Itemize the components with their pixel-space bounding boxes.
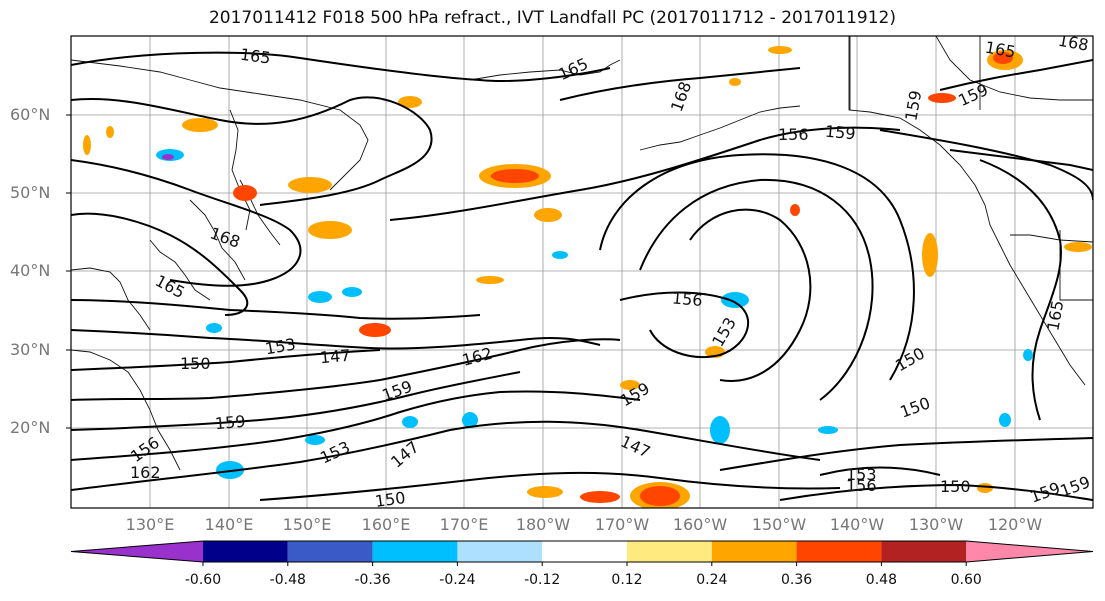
longitude-tick-label: 170°W [594,515,650,534]
colorbar-extend-max [966,541,1093,562]
colorbar-extend-min [71,541,203,562]
pc-shading [83,46,1092,508]
colorbar-tick-label: -0.24 [439,572,476,588]
latitude-tick-label: 50°N [10,183,51,202]
longitude-tick-label: 140°E [204,515,254,534]
contour-label: 168 [1057,31,1090,55]
contour-label: 156 [846,476,877,495]
colorbar-segment [372,541,458,562]
longitude-tick-label: 180°W [515,515,571,534]
figure-title: 2017011412 F018 500 hPa refract., IVT La… [208,8,896,28]
longitude-tick-label: 160°E [361,515,411,534]
longitude-tick-label: 130°E [125,515,175,534]
longitude-tick-label: 130°W [908,515,964,534]
graticule [71,36,1093,508]
contour-label: 150 [374,488,407,511]
map-frame [70,35,1094,509]
longitude-tick-label: 150°E [282,515,332,534]
contour-label: 150 [940,477,971,496]
colorbar-segment [711,541,797,562]
longitude-tick-label: 140°W [829,515,885,534]
latitude-tick-label: 40°N [10,261,51,280]
colorbar-segment [457,541,543,562]
colorbar-tick-label: -0.12 [524,572,561,588]
colorbar-tick-label: 0.48 [865,572,897,588]
contour-label: 165 [239,45,272,68]
colorbar-tick-label: 0.12 [611,572,643,588]
colorbar-tick-label: 0.36 [781,572,813,588]
colorbar-tick-label: 0.60 [950,572,982,588]
colorbar-segment [287,541,373,562]
latitude-tick-label: 20°N [10,418,51,437]
contour-label: 153 [846,465,877,484]
colorbar-segment [881,541,967,562]
colorbar-tick-label: -0.36 [354,572,391,588]
coastlines [71,36,1093,471]
contour-label: 159 [824,122,856,144]
colorbar-segment [627,541,712,562]
contour-label: 159 [214,412,246,434]
longitude-tick-label: 170°E [439,515,489,534]
colorbar-tick-label: 0.24 [696,572,728,588]
refractivity-contours [71,51,1093,501]
latitude-tick-label: 30°N [10,340,51,359]
contour-label: 156 [671,288,703,310]
map-area: 165 165 168 168 165 165 159 156 159 159 … [71,31,1093,511]
colorbar-tick-label: -0.48 [269,572,306,588]
longitude-tick-label: 160°W [672,515,728,534]
colorbar-tick-label: -0.60 [184,572,222,588]
colorbar-segment [796,541,882,562]
colorbar-segment [203,541,288,562]
colorbar-segment [542,541,627,562]
colorbar [70,540,1094,566]
longitude-tick-label: 150°W [751,515,807,534]
longitude-tick-label: 120°W [987,515,1043,534]
contour-label: 150 [180,354,211,373]
contour-label: 156 [778,125,809,144]
contour-label: 147 [319,346,351,368]
tick-marks [66,114,71,429]
contour-label: 162 [130,463,161,482]
latitude-tick-label: 60°N [10,105,51,124]
